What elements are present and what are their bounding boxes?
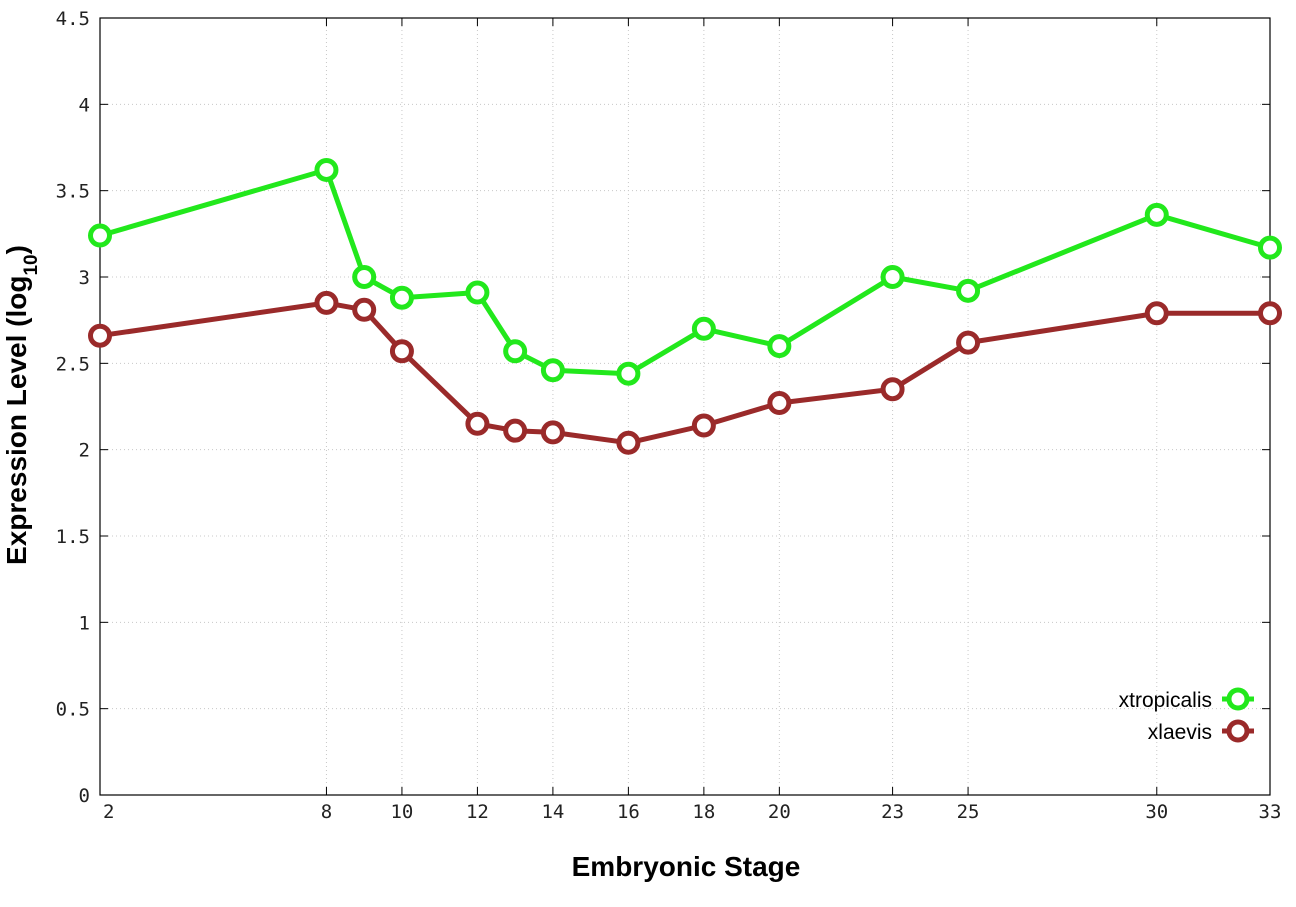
x-tick-label: 8 [321,801,332,823]
data-point-xtropicalis [767,334,792,359]
series-xtropicalis [88,157,1282,386]
y-tick-label: 1.5 [56,526,90,548]
x-tick-label: 23 [881,801,904,823]
data-point-xtropicalis [691,316,716,341]
x-tick-label: 2 [103,801,114,823]
x-tick-label: 33 [1259,801,1282,823]
y-tick-label: 0 [79,785,90,807]
series-xlaevis [88,290,1282,455]
y-tick-label: 4.5 [56,8,90,30]
data-point-xlaevis [767,391,792,416]
y-axis-title-subscript: 10 [21,254,42,275]
legend-marker-xlaevis [1226,719,1250,743]
y-tick-label: 3 [79,267,90,289]
series-line-xlaevis [99,300,1270,446]
x-tick-label: 12 [466,801,489,823]
data-point-xtropicalis [465,280,490,305]
data-point-xlaevis [691,413,716,438]
y-axis-title-main: Expression Level (log [1,276,32,565]
data-point-xtropicalis [616,361,641,386]
data-point-xtropicalis [352,265,377,289]
x-tick-label: 16 [617,801,640,823]
data-point-xtropicalis [1258,235,1282,260]
x-tick-label: 30 [1145,801,1168,823]
data-point-xtropicalis [389,285,414,310]
y-axis-ticks: 0 0.5 1 1.5 2 2.5 3 3.5 4 4.5 [56,8,1270,807]
data-point-xtropicalis [880,265,905,289]
data-point-xtropicalis [1144,202,1169,227]
data-point-xlaevis [1258,301,1282,326]
y-axis-title-close: ) [1,245,32,254]
y-tick-label: 0.5 [56,699,90,721]
x-axis-title: Embryonic Stage [572,851,801,882]
series-layer [88,157,1282,455]
data-point-xlaevis [1144,301,1169,326]
data-point-xlaevis [880,377,905,402]
legend-label-xlaevis: xlaevis [1148,721,1212,744]
y-tick-label: 3.5 [56,181,90,203]
data-point-xtropicalis [540,358,565,383]
x-axis-ticks: 2 8 10 12 14 16 18 20 23 25 30 33 [99,18,1282,823]
plot-frame [99,17,1271,796]
data-point-xlaevis [389,339,414,364]
x-tick-label: 18 [692,801,715,823]
x-tick-label: 25 [957,801,980,823]
data-point-xlaevis [540,420,565,445]
legend: xtropicalis xlaevis [1119,687,1254,744]
data-point-xlaevis [352,297,377,322]
data-point-xlaevis [503,418,528,443]
x-tick-label: 20 [768,801,791,823]
x-tick-label: 10 [390,801,413,823]
data-point-xtropicalis [956,278,981,303]
data-point-xlaevis [88,323,112,348]
legend-marker-xtropicalis [1226,687,1250,711]
y-tick-label: 2.5 [56,353,90,375]
y-axis-title: Expression Level (log10) [1,245,42,565]
data-point-xlaevis [956,330,981,355]
grid-lines [100,18,1270,795]
y-tick-label: 1 [79,612,90,634]
data-point-xlaevis [465,411,490,436]
data-point-xtropicalis [314,157,339,182]
data-point-xtropicalis [88,223,112,248]
data-point-xtropicalis [503,339,528,364]
data-point-xlaevis [314,290,339,315]
data-point-xlaevis [616,430,641,455]
y-tick-label: 2 [79,440,90,462]
x-tick-label: 14 [541,801,564,823]
y-tick-label: 4 [79,94,90,116]
series-line-xtropicalis [99,167,1271,377]
legend-label-xtropicalis: xtropicalis [1119,689,1212,712]
